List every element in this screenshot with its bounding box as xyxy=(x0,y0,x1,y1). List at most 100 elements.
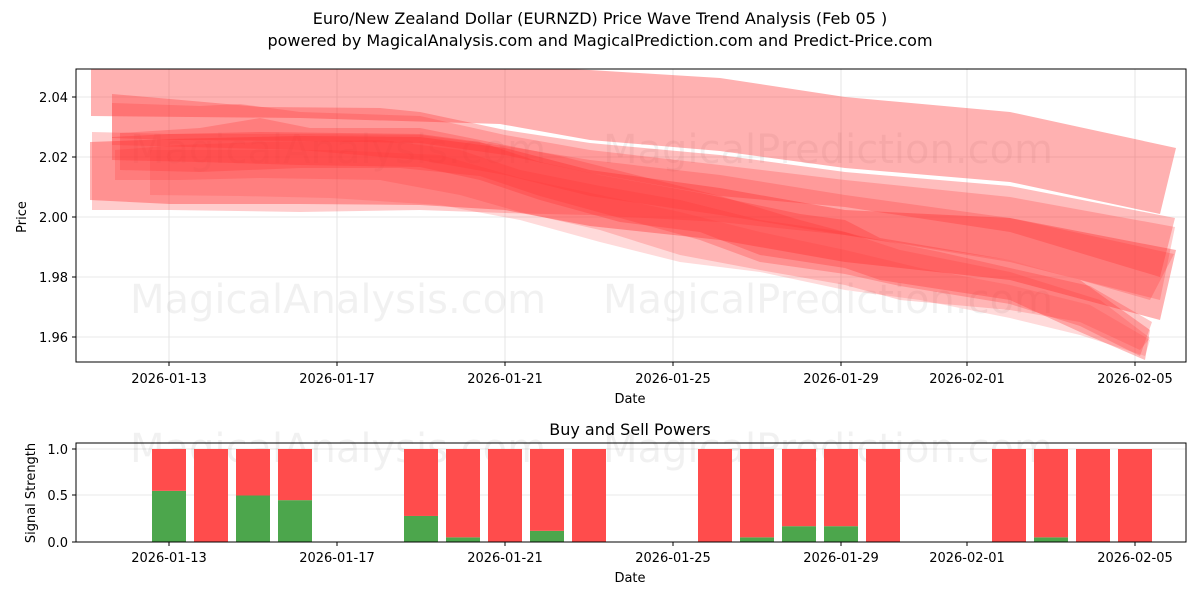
signal-bar xyxy=(572,449,606,542)
price-band xyxy=(112,94,1175,277)
sell-power-bar xyxy=(278,449,312,501)
x-tick-label: 2026-01-21 xyxy=(467,372,543,387)
sell-power-bar xyxy=(404,449,438,516)
y-tick-label: 1.96 xyxy=(39,331,68,346)
signal-bar xyxy=(1034,449,1068,542)
price-axes-frame xyxy=(75,68,1187,363)
x-tick-label: 2026-02-05 xyxy=(1097,551,1173,566)
x-tick-label: 2026-02-01 xyxy=(929,551,1005,566)
buy-power-bar xyxy=(824,526,858,542)
buy-power-bar xyxy=(530,530,564,542)
buy-power-bar xyxy=(152,490,186,542)
sell-power-bar xyxy=(1076,449,1110,542)
buy-sell-plot: Buy and Sell Powers MagicalAnalysis.com … xyxy=(24,420,1187,586)
y-axis-label: Price xyxy=(15,201,30,233)
signal-bar xyxy=(278,449,312,542)
sell-power-bar xyxy=(572,449,606,542)
price-band xyxy=(92,132,1174,300)
buy-power-bar xyxy=(236,495,270,542)
signal-bar xyxy=(194,449,228,542)
signal-bar xyxy=(866,449,900,542)
sell-power-bar xyxy=(194,449,228,542)
price-band xyxy=(112,103,1175,300)
watermark-magicalprediction: MagicalPrediction.com xyxy=(603,277,1053,323)
sell-power-bar xyxy=(866,449,900,542)
price-plot: MagicalAnalysis.com MagicalPrediction.co… xyxy=(15,68,1187,407)
x-axis-label: Date xyxy=(614,571,645,586)
sell-power-bar xyxy=(488,449,522,542)
buy-sell-y-axis: 1.0 0.5 0.0 Signal Strength xyxy=(24,443,76,551)
sell-power-bar xyxy=(992,449,1026,542)
x-tick-label: 2026-01-13 xyxy=(131,551,207,566)
x-tick-label: 2026-01-25 xyxy=(635,372,711,387)
price-band xyxy=(150,150,1150,356)
chart-subtitle: powered by MagicalAnalysis.com and Magic… xyxy=(267,31,933,50)
y-tick-label: 1.0 xyxy=(47,443,68,458)
sell-power-bar xyxy=(152,449,186,491)
price-wave-bands xyxy=(90,69,1176,360)
price-band xyxy=(90,136,1176,320)
price-band xyxy=(115,140,1150,350)
buy-power-bar xyxy=(1034,537,1068,542)
y-tick-label: 1.98 xyxy=(39,271,68,286)
y-axis-label: Signal Strength xyxy=(24,443,39,543)
x-tick-label: 2026-01-29 xyxy=(803,551,879,566)
price-band xyxy=(91,69,1176,214)
signal-bar xyxy=(1118,449,1152,542)
buy-power-bar xyxy=(278,500,312,542)
signal-bar xyxy=(488,449,522,542)
sell-power-bar xyxy=(236,449,270,496)
sell-power-bar xyxy=(824,449,858,527)
x-tick-label: 2026-01-29 xyxy=(803,372,879,387)
watermark-magicalanalysis: MagicalAnalysis.com xyxy=(130,426,546,472)
x-axis-label: Date xyxy=(614,392,645,407)
sell-power-bar xyxy=(1118,449,1152,542)
x-tick-label: 2026-02-05 xyxy=(1097,372,1173,387)
signal-bar xyxy=(446,449,480,542)
signal-bar xyxy=(530,449,564,542)
buy-power-bar xyxy=(404,515,438,542)
chart-title: Euro/New Zealand Dollar (EURNZD) Price W… xyxy=(312,9,888,28)
watermark-magicalanalysis: MagicalAnalysis.com xyxy=(130,127,546,173)
x-tick-label: 2026-01-17 xyxy=(299,551,375,566)
buy-sell-axes-frame xyxy=(75,442,1187,543)
signal-bar xyxy=(698,449,732,542)
sell-power-bar xyxy=(530,449,564,531)
buy-sell-x-axis: 2026-01-13 2026-01-17 2026-01-21 2026-01… xyxy=(131,542,1173,586)
y-tick-label: 2.04 xyxy=(39,91,68,106)
signal-bar xyxy=(782,449,816,542)
price-band xyxy=(120,118,1152,356)
buy-power-bar xyxy=(782,526,816,542)
sell-power-bar xyxy=(1034,449,1068,538)
sell-power-bar xyxy=(446,449,480,538)
signal-bar xyxy=(992,449,1026,542)
y-tick-label: 2.00 xyxy=(39,211,68,226)
signal-bar xyxy=(824,449,858,542)
buy-sell-bars xyxy=(152,449,1152,542)
price-x-axis: 2026-01-13 2026-01-17 2026-01-21 2026-01… xyxy=(131,362,1173,407)
price-band xyxy=(112,132,1150,360)
y-tick-label: 2.02 xyxy=(39,151,68,166)
signal-bar xyxy=(236,449,270,542)
signal-bar xyxy=(740,449,774,542)
x-tick-label: 2026-01-21 xyxy=(467,551,543,566)
y-tick-label: 0.5 xyxy=(47,489,68,504)
sell-power-bar xyxy=(698,449,732,542)
buy-power-bar xyxy=(740,537,774,542)
buy-sell-title: Buy and Sell Powers xyxy=(549,420,711,439)
x-tick-label: 2026-02-01 xyxy=(929,372,1005,387)
x-tick-label: 2026-01-17 xyxy=(299,372,375,387)
watermark-magicalprediction: MagicalPrediction.com xyxy=(603,127,1053,173)
y-tick-label: 0.0 xyxy=(47,536,68,551)
x-tick-label: 2026-01-25 xyxy=(635,551,711,566)
signal-bar xyxy=(404,449,438,542)
sell-power-bar xyxy=(740,449,774,538)
price-y-axis: 2.04 2.02 2.00 1.98 1.96 Price xyxy=(15,91,76,346)
signal-bar xyxy=(1076,449,1110,542)
buy-power-bar xyxy=(446,537,480,542)
price-grid xyxy=(76,69,1186,362)
watermark-magicalanalysis: MagicalAnalysis.com xyxy=(130,277,546,323)
signal-bar xyxy=(152,449,186,542)
sell-power-bar xyxy=(782,449,816,527)
